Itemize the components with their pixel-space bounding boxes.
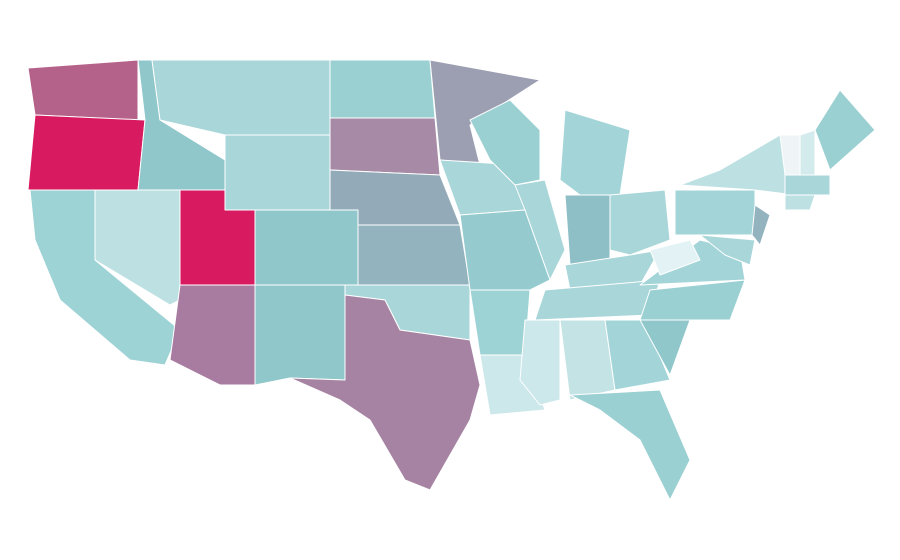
state-region [27, 114, 146, 191]
state-region [649, 239, 701, 276]
state-region [674, 189, 756, 236]
state-region [224, 134, 331, 211]
state-region [357, 224, 471, 286]
state-region [27, 59, 139, 121]
state-region [679, 134, 796, 196]
state-region [604, 319, 671, 391]
state-region [254, 284, 346, 386]
state-region [699, 234, 756, 266]
state-region [569, 389, 691, 501]
state-region [814, 89, 876, 171]
state-region [559, 109, 631, 196]
state-region [609, 189, 671, 256]
state-region [329, 117, 441, 176]
state-region [254, 209, 359, 291]
state-region [799, 129, 816, 176]
state-region [469, 99, 541, 186]
state-region [751, 204, 771, 246]
state-region [784, 174, 831, 196]
state-region [534, 279, 661, 321]
state-region [329, 59, 436, 119]
state-region [469, 289, 531, 356]
state-region [519, 319, 561, 406]
state-region [564, 249, 661, 291]
state-region [459, 209, 551, 291]
state-region [514, 179, 566, 281]
state-region [639, 279, 746, 321]
state-region [289, 294, 481, 491]
state-region [151, 59, 331, 136]
state-region [784, 194, 816, 211]
state-region [564, 194, 611, 266]
state-region [169, 284, 256, 386]
